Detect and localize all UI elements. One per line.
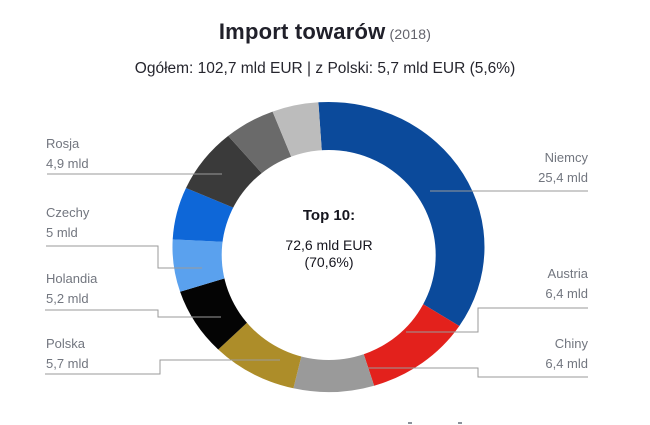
segment-label-niemcy: Niemcy 25,4 mld [538,148,588,188]
segment-label-polska: Polska 5,7 mld [46,334,89,374]
segment-label-czechy: Czechy 5 mld [46,203,89,243]
center-percent: (70,6%) [304,254,354,270]
segment-label-name: Polska [46,336,86,351]
cropped-artifact [458,422,462,424]
segment-label-name: Holandia [46,271,98,286]
segment-label-value: 25,4 mld [538,170,588,185]
title-text: Import towarów [218,19,386,44]
callout-line-polska [45,359,280,375]
segment-label-name: Chiny [554,336,588,351]
segment-label-holandia: Holandia 5,2 mld [46,269,97,309]
segment-label-austria: Austria 6,4 mld [545,264,588,304]
segment-label-chiny: Chiny 6,4 mld [545,334,588,374]
segment-label-name: Austria [547,266,588,281]
center-heading: Top 10: [302,207,356,224]
segment-label-value: 4,9 mld [46,156,89,171]
segment-label-value: 6,4 mld [545,286,588,301]
chart-subtitle: Ogółem: 102,7 mld EUR | z Polski: 5,7 ml… [134,60,516,77]
page-title: Import towarów (2018) [0,19,650,45]
donut-center-label: Top 10: 72,6 mld EUR (70,6%) [229,207,429,271]
segment-label-name: Niemcy [544,150,588,165]
title-year: (2018) [389,26,432,42]
segment-label-value: 5 mld [46,225,78,240]
segment-label-rosja: Rosja 4,9 mld [46,134,89,174]
segment-label-name: Czechy [46,205,90,220]
callout-line-czechy [46,245,202,269]
segment-label-value: 5,7 mld [46,356,89,371]
center-value: 72,6 mld EUR [285,237,373,253]
callout-line-austria [406,307,588,333]
callout-line-chiny [318,367,588,378]
segment-label-value: 5,2 mld [46,291,89,306]
cropped-artifact [408,422,412,424]
callout-line-holandia [45,309,221,318]
segment-label-value: 6,4 mld [545,356,588,371]
segment-label-name: Rosja [46,136,80,151]
donut-hole [221,150,436,360]
